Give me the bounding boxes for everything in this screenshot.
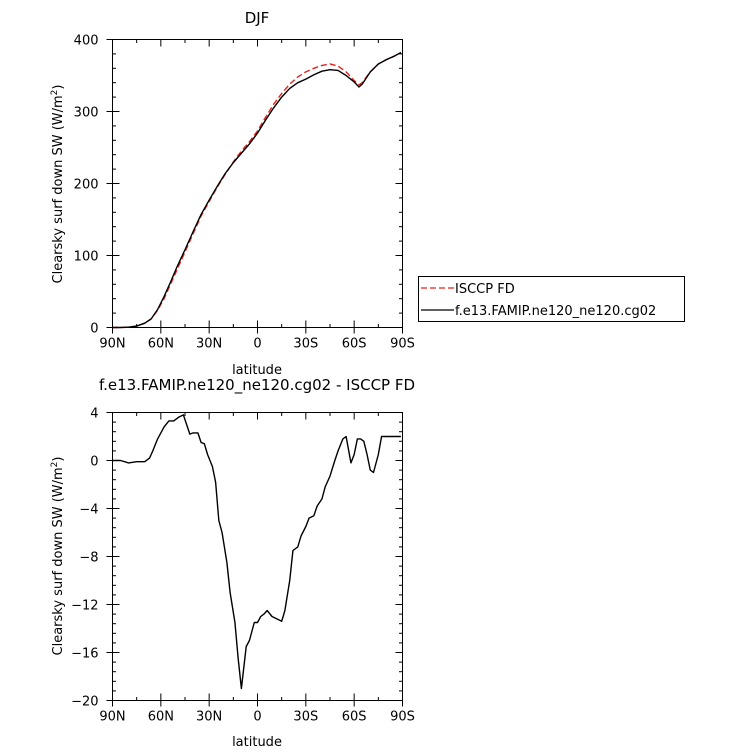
top-y-tick-label: 0 <box>90 322 98 337</box>
bottom-x-tick-label: 30S <box>293 710 318 725</box>
top-x-tick-label: 60N <box>148 337 174 352</box>
bottom-y-tick-label: −12 <box>71 599 98 614</box>
bottom-y-tick-label: 0 <box>90 455 98 470</box>
bottom-y-tick-label: −16 <box>71 647 98 662</box>
top-x-tick-label: 30N <box>196 337 222 352</box>
top-series-layer <box>112 51 402 329</box>
top-x-tick-label: 90N <box>99 337 125 352</box>
top-x-tick-label: 90S <box>390 337 415 352</box>
bottom-y-axis-label: Clearsky surf down SW (W/m2) <box>50 457 66 656</box>
bottom-series-line-0 <box>112 414 401 690</box>
top-plot-frame <box>112 39 403 328</box>
bottom-y-tick-label: −20 <box>71 695 98 710</box>
top-x-tick-label: 0 <box>253 337 261 352</box>
bottom-y-tick-label: −8 <box>79 551 98 566</box>
bottom-chart-title: f.e13.FAMIP.ne120_ne120.cg02 - ISCCP FD <box>99 376 415 395</box>
bottom-x-tick-label: 30N <box>196 710 222 725</box>
bottom-x-tick-label: 90S <box>390 710 415 725</box>
bottom-x-axis-label: latitude <box>232 735 282 750</box>
bottom-axes-ticks: 90N 60N 30N 0 30S 60S 90S −20 −16 −12 −8 −4 0 4 <box>71 407 415 725</box>
top-y-tick-label: 300 <box>74 106 99 121</box>
top-axes-ticks: 90N 60N 30N 0 30S 60S 90S 0 100 200 300 400 <box>74 34 415 352</box>
bottom-x-tick-label: 60N <box>148 710 174 725</box>
top-y-tick-label: 400 <box>74 34 99 49</box>
legend-label-isccp: ISCCP FD <box>455 282 515 297</box>
bottom-x-tick-label: 60S <box>342 710 367 725</box>
top-chart-title: DJF <box>245 9 270 27</box>
legend-box <box>418 276 685 322</box>
top-series-line-0 <box>112 51 402 329</box>
bottom-panel: f.e13.FAMIP.ne120_ne120.cg02 - ISCCP FD … <box>50 376 415 750</box>
bottom-x-tick-label: 90N <box>99 710 125 725</box>
top-x-tick-label: 60S <box>342 337 367 352</box>
bottom-series-layer <box>112 414 401 690</box>
top-y-tick-label: 100 <box>74 250 99 265</box>
bottom-y-tick-label: 4 <box>90 407 98 422</box>
top-x-tick-label: 30S <box>293 337 318 352</box>
top-panel: DJF 90N 60N 30N 0 30S 60S 90S 0 100 200 300 400 lat… <box>50 9 685 378</box>
top-y-axis-label: Clearsky surf down SW (W/m2) <box>50 85 66 284</box>
bottom-x-tick-label: 0 <box>253 710 261 725</box>
top-y-tick-label: 200 <box>74 178 99 193</box>
top-series-line-1 <box>112 51 402 329</box>
top-x-axis-label: latitude <box>232 363 282 378</box>
legend-label-model: f.e13.FAMIP.ne120_ne120.cg02 <box>455 304 656 319</box>
bottom-plot-frame <box>112 412 403 701</box>
legend: ISCCP FD f.e13.FAMIP.ne120_ne120.cg02 <box>418 276 685 322</box>
bottom-y-tick-label: −4 <box>79 503 98 518</box>
